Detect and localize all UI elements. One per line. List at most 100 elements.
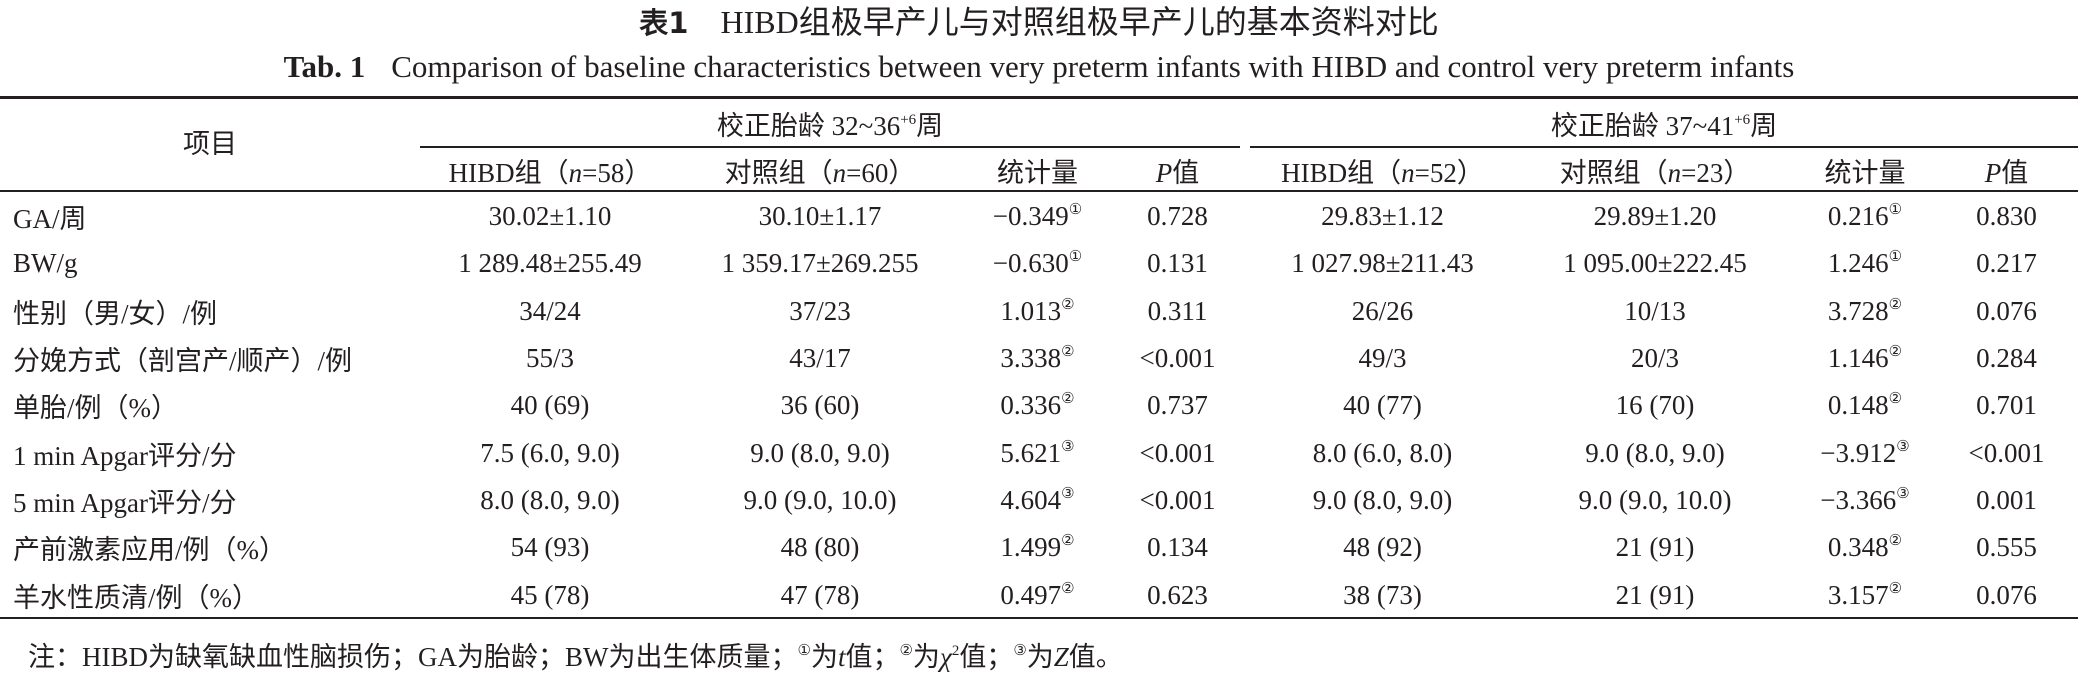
p-1-value: <0.001	[1139, 343, 1216, 374]
hibd-2-value: 38 (73)	[1343, 579, 1422, 610]
table-title-cn: 表1 HIBD组极早产儿与对照组极早产儿的基本资料对比	[0, 2, 2078, 43]
p-1-value: 0.131	[1147, 248, 1208, 279]
control-1-value: 48 (80)	[780, 532, 860, 563]
p-1-value: 0.623	[1147, 579, 1208, 610]
hibd-1-value: 54 (93)	[510, 532, 590, 563]
control-1-value: 37/23	[789, 295, 851, 326]
stat-1-value: 3.338②	[1000, 343, 1075, 374]
p-2-value: 0.555	[1976, 532, 2037, 563]
col-control-1: 对照组（n=60）	[724, 158, 916, 188]
spacer	[1240, 524, 1250, 571]
stat-type-marker: ③	[1896, 438, 1910, 455]
p-1-value: 0.728	[1147, 201, 1208, 232]
stat-type-marker: ②	[1061, 580, 1075, 597]
stat-2-value: 3.157②	[1827, 579, 1903, 610]
top-rule	[0, 96, 2078, 99]
stat-type-marker: ③	[1061, 485, 1075, 502]
stat-type-marker: ①	[1888, 249, 1903, 266]
control-1-value: 43/17	[789, 343, 851, 374]
control-1-value: 1 359.17±269.255	[721, 248, 919, 279]
stat-1-value: 1.499②	[1000, 532, 1075, 563]
spacer	[1240, 571, 1250, 618]
p-2-value: 0.284	[1976, 343, 2037, 374]
stat-type-marker: ②	[1061, 533, 1075, 550]
item: 1 min Apgar评分/分	[13, 440, 237, 471]
col-hibd-1: HIBD组（n=58）	[448, 158, 652, 188]
spacer	[1240, 193, 1250, 240]
baseline-table: 项目 校正胎龄 32~36+6周 校正胎龄 37~41+6周 HIBD组（n=5…	[0, 100, 2078, 619]
stat-type-marker: ②	[1061, 296, 1075, 313]
col-hibd-2: HIBD组（n=52）	[1281, 158, 1484, 188]
table-row: GA/周 30.02±1.10 30.10±1.17 −0.349① 0.728 29.8…	[0, 193, 2078, 240]
stat-type-marker: ②	[1888, 296, 1903, 313]
table-note: 注：HIBD为缺氧缺血性脑损伤；GA为胎龄；BW为出生体质量；①为t值；②为χ2…	[28, 642, 1123, 672]
hibd-2-value: 48 (92)	[1343, 532, 1422, 563]
stat-type-marker: ②	[1061, 391, 1075, 408]
stat-1-value: 0.497②	[1000, 579, 1075, 610]
item: 单胎/例（%）	[13, 393, 178, 424]
col-p-1: P值	[1155, 158, 1200, 188]
control-1-value: 36 (60)	[780, 390, 860, 421]
bottom-rule	[0, 617, 2078, 619]
hibd-1-value: 1 289.48±255.49	[458, 248, 642, 279]
hibd-2-value: 49/3	[1358, 343, 1407, 374]
stat-1-value: 5.621③	[1000, 437, 1075, 468]
item: GA/周	[13, 204, 87, 235]
table-row: 5 min Apgar评分/分 8.0 (8.0, 9.0) 9.0 (9.0, 1…	[0, 477, 2078, 524]
header-group-32-36: 校正胎龄 32~36+6周	[420, 100, 1241, 148]
p-2-value: 0.076	[1976, 579, 2037, 610]
spacer	[1240, 335, 1250, 382]
control-2-value: 16 (70)	[1615, 390, 1695, 421]
p-2-value: <0.001	[1968, 437, 2045, 468]
hibd-1-value: 30.02±1.10	[488, 201, 612, 232]
spacer	[1240, 429, 1250, 476]
control-2-value: 9.0 (8.0, 9.0)	[1585, 437, 1725, 468]
stat-type-marker: ②	[1888, 344, 1903, 361]
table-label-cn: 表1	[639, 6, 689, 40]
spacer	[1240, 288, 1250, 335]
table-title-en: Tab. 1 Comparison of baseline characteris…	[0, 47, 2078, 87]
table-row: 羊水性质清/例（%） 45 (78) 47 (78) 0.497② 0.623 38 (7…	[0, 571, 2078, 618]
title-en-text: Comparison of baseline characteristics b…	[391, 49, 1795, 84]
p-1-value: 0.311	[1147, 295, 1208, 326]
table-row: 1 min Apgar评分/分 7.5 (6.0, 9.0) 9.0 (8.0, 9…	[0, 429, 2078, 476]
p-2-value: 0.701	[1976, 390, 2037, 421]
stat-type-marker: ③	[1061, 438, 1075, 455]
hibd-2-value: 8.0 (6.0, 8.0)	[1312, 437, 1453, 468]
stat-type-marker: ②	[1888, 580, 1903, 597]
table-row: 分娩方式（剖宫产/顺产）/例 55/3 43/17 3.338② <0.001 49/3 2…	[0, 335, 2078, 382]
control-2-value: 20/3	[1631, 343, 1680, 374]
control-1-value: 9.0 (8.0, 9.0)	[750, 437, 890, 468]
hibd-2-value: 29.83±1.12	[1321, 201, 1444, 232]
stat-type-marker: ①	[1888, 202, 1903, 219]
stat-2-value: 1.246①	[1827, 248, 1903, 279]
table-row: 单胎/例（%） 40 (69) 36 (60) 0.336② 0.737 40 (77) 1…	[0, 382, 2078, 429]
p-2-value: 0.830	[1976, 201, 2037, 232]
p-1-value: 0.737	[1147, 390, 1208, 421]
stat-2-value: −3.366③	[1820, 484, 1910, 515]
p-2-value: 0.001	[1976, 484, 2037, 515]
stat-type-marker: ③	[1896, 485, 1910, 502]
spacer	[1240, 382, 1250, 429]
control-1-value: 47 (78)	[780, 579, 860, 610]
p-2-value: 0.217	[1976, 248, 2037, 279]
stat-1-value: 0.336②	[1000, 390, 1075, 421]
spacer	[1240, 477, 1250, 524]
col-p-2: P值	[1984, 158, 2029, 188]
control-2-value: 29.89±1.20	[1593, 201, 1717, 232]
col-control-2: 对照组（n=23）	[1559, 158, 1751, 188]
title-cn-text: HIBD组极早产儿与对照组极早产儿的基本资料对比	[720, 4, 1439, 40]
stat-2-value: 3.728②	[1827, 295, 1903, 326]
p-2-value: 0.076	[1976, 295, 2037, 326]
stat-type-marker: ②	[1888, 391, 1903, 408]
p-1-value: <0.001	[1139, 437, 1216, 468]
stat-type-marker: ②	[1888, 533, 1903, 550]
stat-1-value: 1.013②	[1000, 295, 1075, 326]
hibd-1-value: 8.0 (8.0, 9.0)	[480, 484, 620, 515]
stat-2-value: 0.216①	[1827, 201, 1903, 232]
p-1-value: <0.001	[1139, 484, 1216, 515]
control-1-value: 9.0 (9.0, 10.0)	[743, 484, 897, 515]
hibd-1-value: 40 (69)	[510, 390, 590, 421]
p-1-value: 0.134	[1147, 532, 1208, 563]
stat-1-value: −0.630①	[992, 248, 1083, 279]
